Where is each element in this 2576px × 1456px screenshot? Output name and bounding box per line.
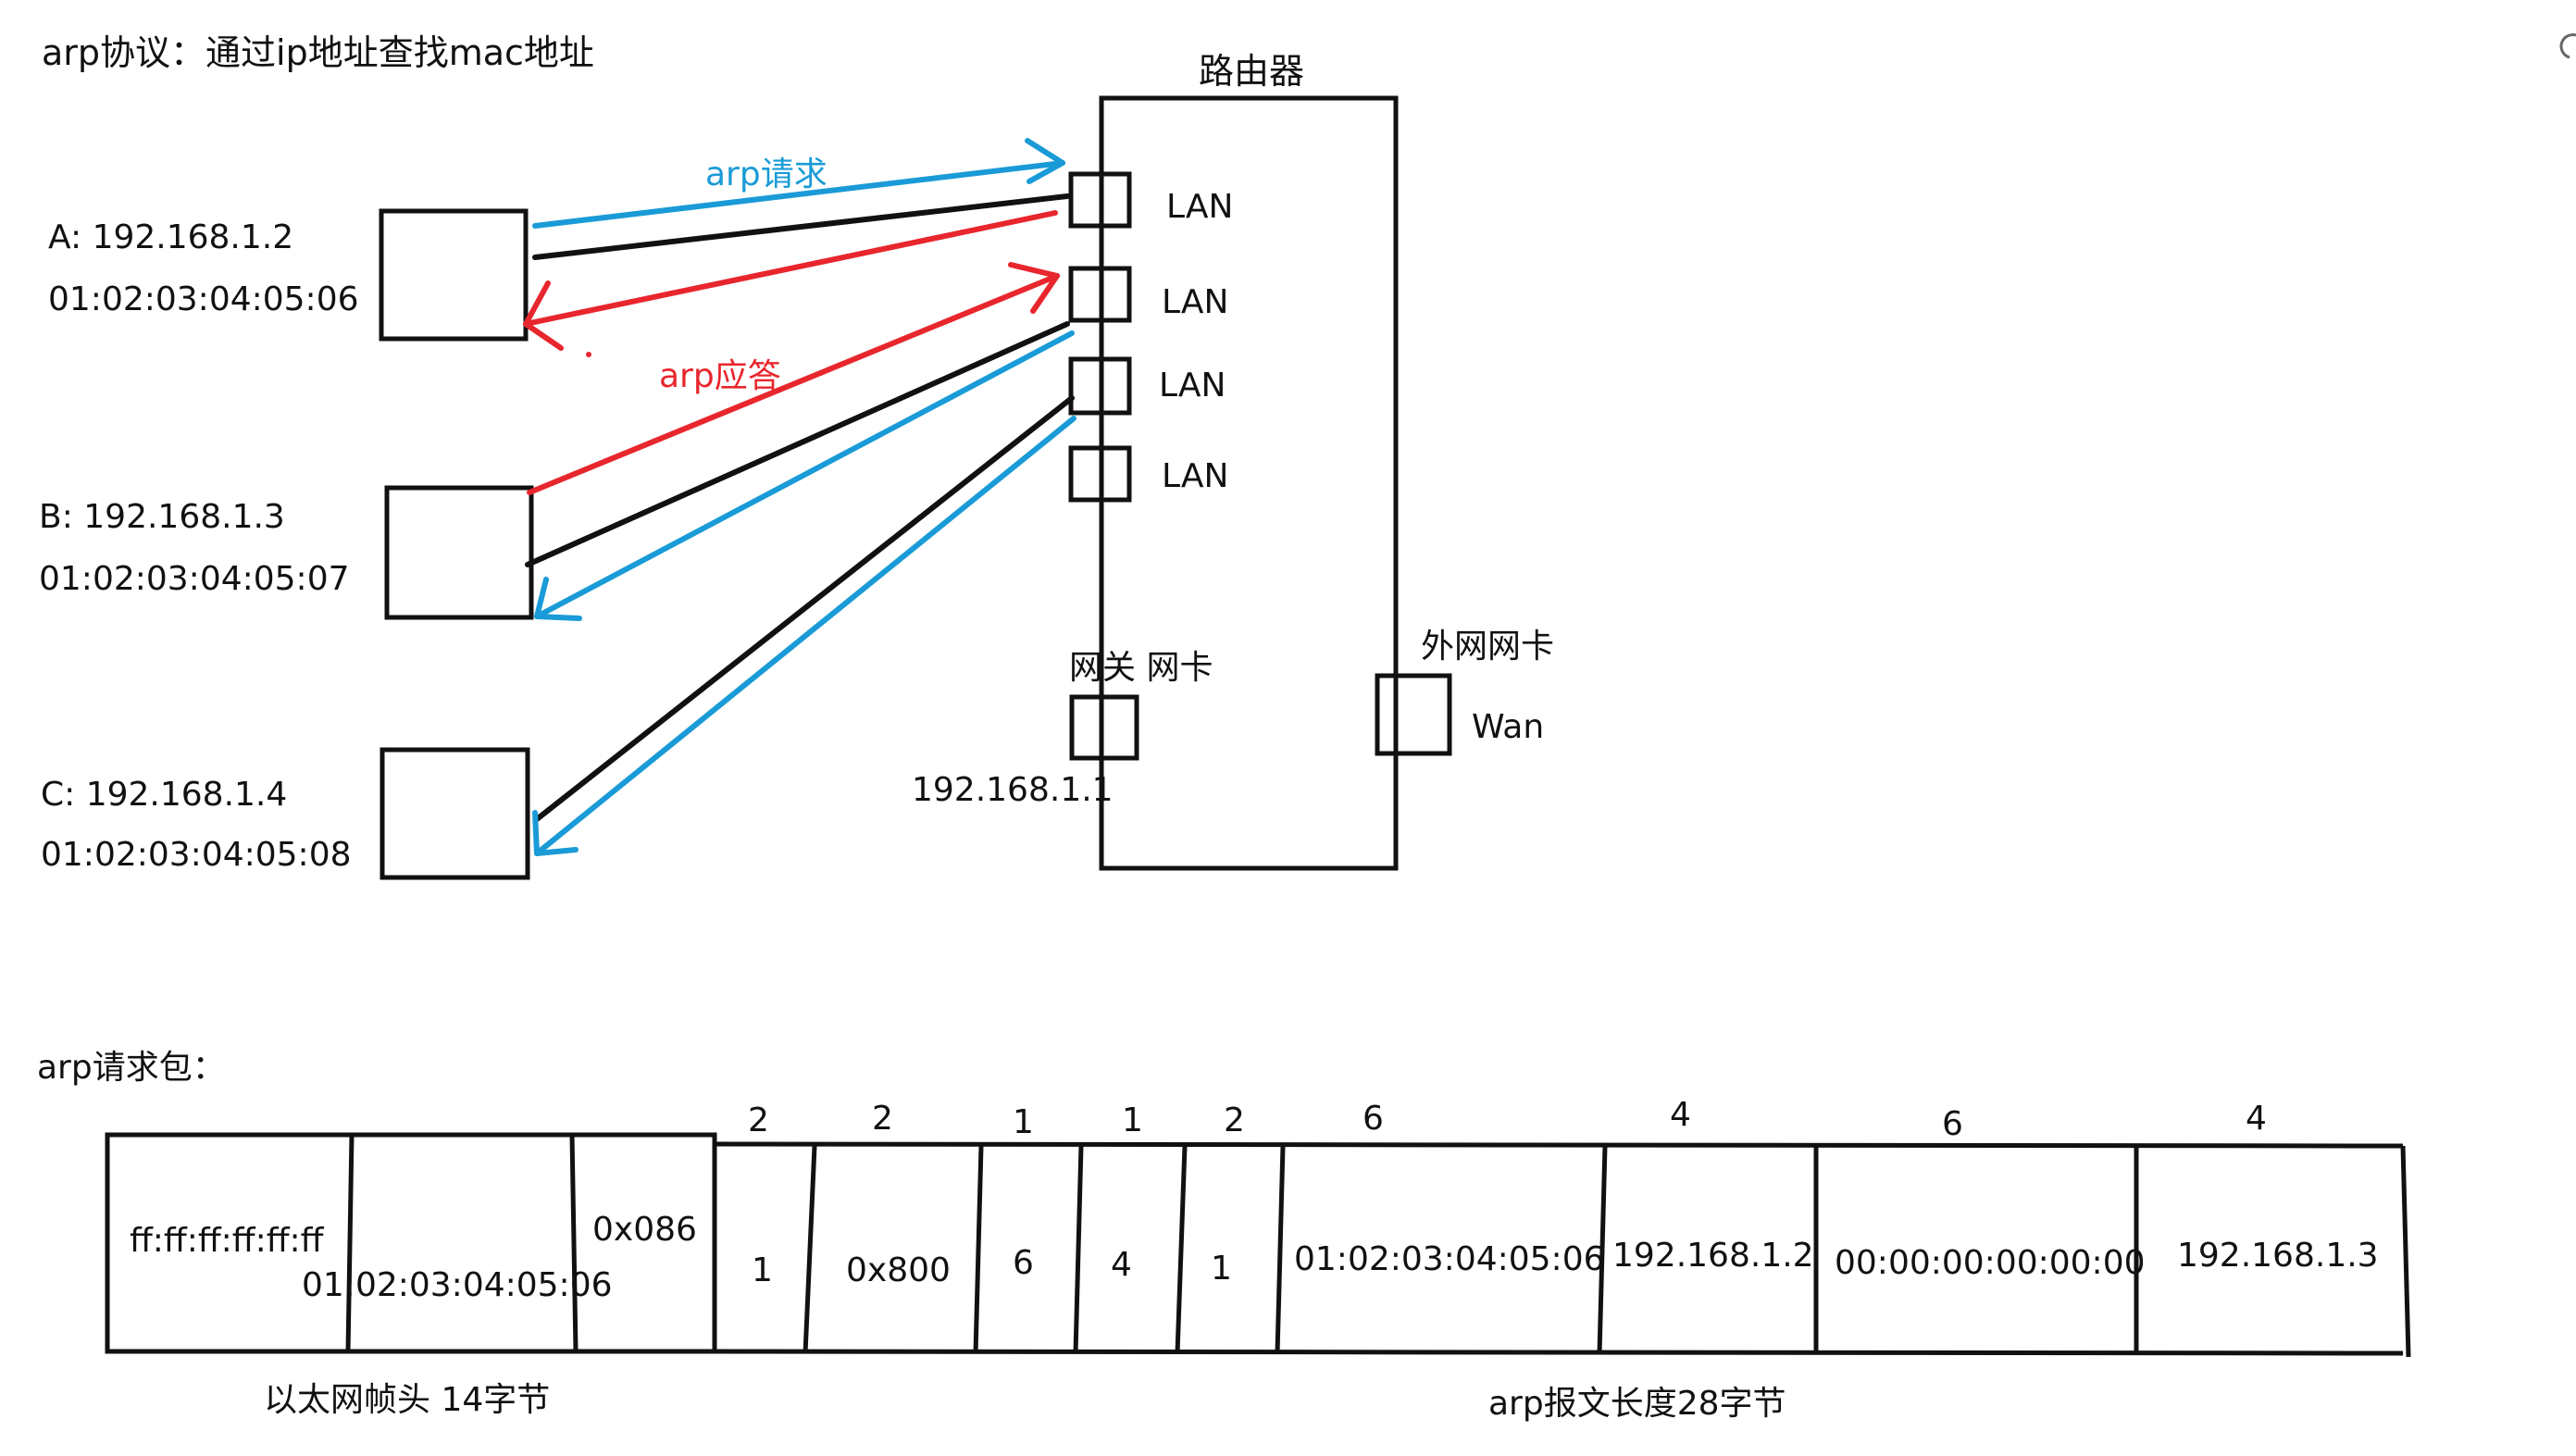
diagram-title: arp协议：通过ip地址查找mac地址	[42, 32, 594, 73]
wan-port	[1375, 673, 1452, 756]
arp-right-border	[2400, 1145, 2411, 1358]
arp-request-arrowhead-c	[532, 810, 579, 856]
arp-request-arrow-b	[534, 330, 1075, 619]
arp-divider-3	[1073, 1145, 1084, 1354]
router-label: 路由器	[1199, 51, 1304, 92]
packet-title: arp请求包：	[37, 1049, 226, 1087]
edge-fragment	[2559, 33, 2576, 59]
arp-divider-4	[1175, 1145, 1188, 1354]
lan-port-1	[1068, 171, 1132, 229]
host-a-mac: 01:02:03:04:05:06	[48, 280, 359, 318]
arp-caption: arp报文长度28字节	[1488, 1385, 1786, 1423]
arp-request-arrow-a	[532, 160, 1065, 229]
arp-reply-arrow-a	[523, 210, 1058, 327]
arp-reply-arrowhead-a	[523, 280, 564, 351]
arp-reply-arrowhead-b	[1008, 262, 1060, 314]
lan-port-4	[1068, 445, 1132, 503]
arp-reply-label: arp应答	[659, 357, 781, 395]
arp-sender-ip: 192.168.1.2	[1612, 1237, 1814, 1275]
ethernet-type: 0x086	[592, 1211, 697, 1249]
ethernet-divider-2	[569, 1134, 579, 1352]
host-a-ip: A: 192.168.1.2	[48, 218, 293, 256]
gateway-port	[1069, 694, 1139, 761]
lan-port-2	[1068, 266, 1132, 323]
lan-port-3	[1068, 356, 1132, 416]
gateway-label: 网关 网卡	[1069, 649, 1213, 687]
arp-hw-len: 6	[1013, 1244, 1034, 1282]
wire-b-to-lan3	[525, 321, 1070, 567]
arp-size-hw-len: 1	[1013, 1103, 1034, 1141]
wire-a-to-lan1	[532, 193, 1070, 260]
wan-label: Wan	[1472, 708, 1544, 746]
arp-proto-len: 4	[1111, 1246, 1132, 1284]
router-box	[1099, 95, 1399, 871]
arp-size-target-ip: 4	[2246, 1100, 2267, 1138]
arp-bottom-border	[714, 1349, 2404, 1356]
arp-divider-1	[803, 1145, 817, 1354]
host-b-mac: 01:02:03:04:05:07	[39, 560, 350, 598]
host-c-box	[380, 747, 530, 880]
arp-size-target-mac: 6	[1942, 1105, 1963, 1143]
host-b-ip: B: 192.168.1.3	[39, 498, 285, 536]
arp-size-op: 2	[1224, 1101, 1245, 1139]
arp-size-sender-ip: 4	[1670, 1096, 1691, 1134]
arp-request-label: arp请求	[705, 156, 828, 193]
wan-title: 外网网卡	[1421, 628, 1554, 666]
ethernet-src-mac: 01:02:03:04:05:06	[302, 1266, 613, 1304]
arp-target-ip: 192.168.1.3	[2177, 1237, 2379, 1275]
ethernet-frame	[105, 1132, 717, 1354]
arp-divider-6	[1597, 1145, 1608, 1354]
wire-c-to-lan4	[534, 395, 1075, 822]
arp-size-proto-len: 1	[1122, 1101, 1143, 1139]
arp-reply-arrow-b	[527, 273, 1060, 495]
arp-op: 1	[1211, 1250, 1232, 1288]
arp-size-sender-mac: 6	[1363, 1100, 1384, 1138]
ethernet-caption: 以太网帧头 14字节	[264, 1381, 550, 1419]
arp-top-border	[714, 1141, 2404, 1149]
arp-proto-type: 0x800	[846, 1251, 951, 1289]
arp-request-arrowhead-b	[534, 577, 582, 621]
red-dot	[586, 352, 591, 357]
host-b-box	[384, 485, 534, 620]
lan-label-1: LAN	[1166, 188, 1233, 226]
lan-label-4: LAN	[1162, 457, 1228, 495]
arp-request-arrow-c	[534, 416, 1076, 856]
ethernet-divider-1	[345, 1134, 355, 1352]
host-a-box	[379, 208, 529, 342]
ethernet-dst-mac: ff:ff:ff:ff:ff:ff	[130, 1222, 325, 1260]
gateway-ip: 192.168.1.1	[912, 771, 1114, 809]
arp-hw-type: 1	[752, 1251, 773, 1289]
arp-size-hw-type: 2	[748, 1101, 769, 1139]
arp-sender-mac: 01:02:03:04:05:06	[1294, 1240, 1605, 1278]
lan-label-3: LAN	[1159, 367, 1226, 404]
arp-request-arrowhead-a	[1025, 138, 1065, 184]
lan-label-2: LAN	[1162, 283, 1228, 321]
arp-divider-5	[1275, 1145, 1286, 1354]
arp-target-mac: 00:00:00:00:00:00	[1835, 1244, 2146, 1282]
host-c-mac: 01:02:03:04:05:08	[41, 836, 352, 874]
arp-divider-2	[973, 1145, 984, 1354]
host-c-ip: C: 192.168.1.4	[41, 776, 287, 814]
arp-size-proto-type: 2	[872, 1100, 893, 1138]
